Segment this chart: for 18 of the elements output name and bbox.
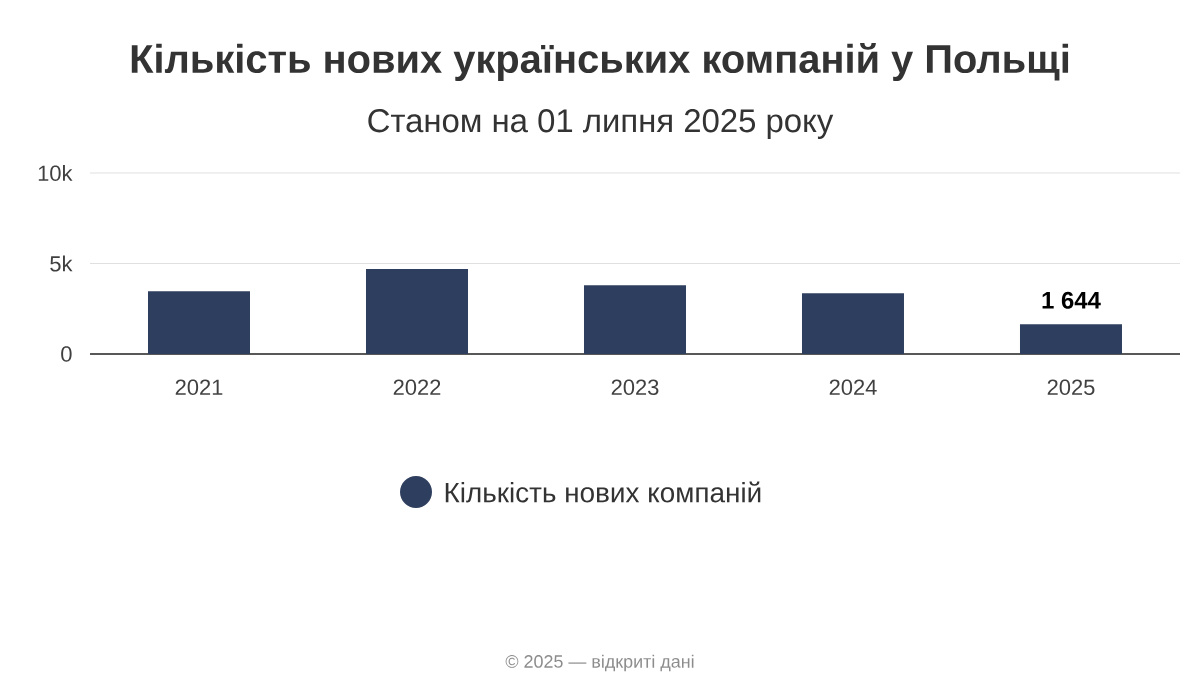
y-tick-label: 0 [61,346,72,362]
data-label: 1 644 [1042,291,1101,309]
x-tick-label: 2024 [829,379,877,396]
bar [365,269,468,354]
bar [148,291,250,354]
legend-label: Кількість нових компаній [445,481,761,503]
y-tick-label: 10k [38,164,73,182]
x-tick-label: 2023 [611,379,659,396]
x-tick-label: 2025 [1047,379,1095,396]
bar [583,285,686,354]
chart-title: Кількість нових українських компаній у Польщі [131,43,1069,81]
bar [1019,324,1122,354]
y-tick-label: 5k [50,255,73,272]
x-tick-label: 2022 [393,379,441,396]
chart-subtitle: Станом на 01 липня 2025 року [368,109,834,139]
x-tick-label: 2021 [175,379,223,396]
bar [801,293,904,354]
text: © 2025 — відкриті дані [505,654,694,672]
